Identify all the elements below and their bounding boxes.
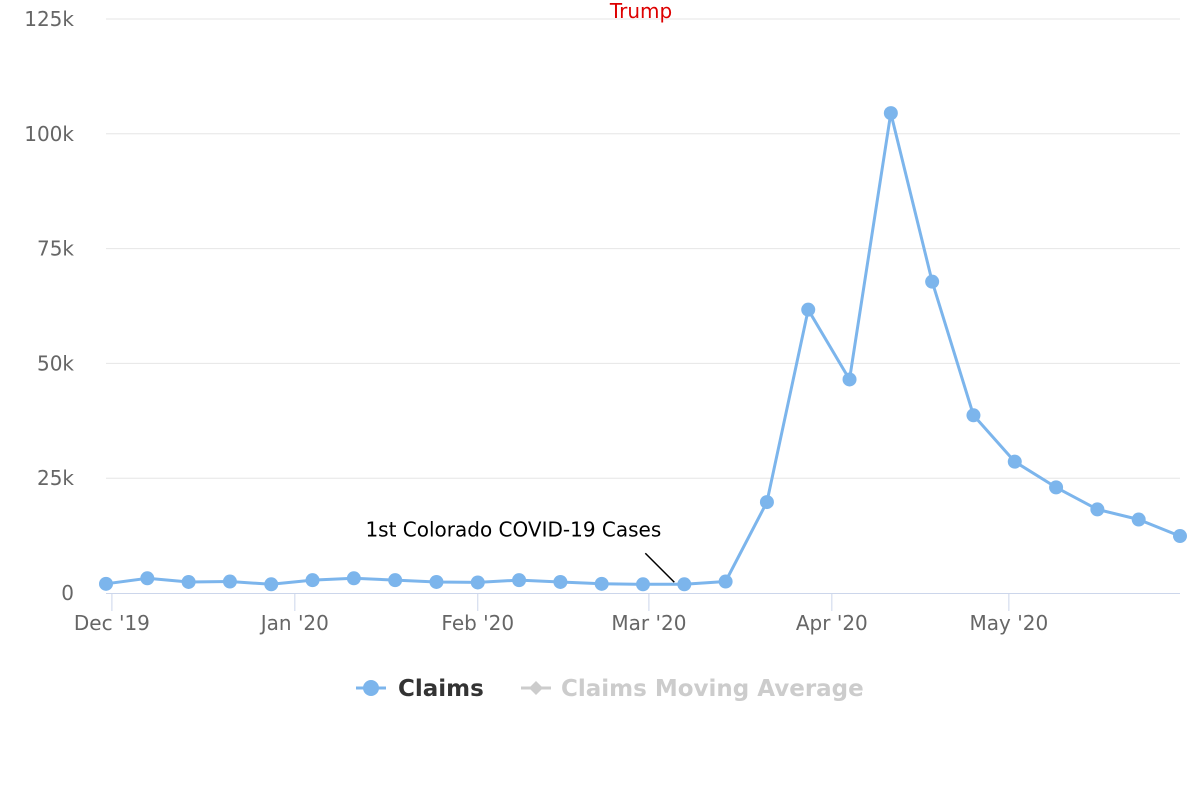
annotation-connector [644,552,675,583]
data-point[interactable] [1007,454,1022,469]
data-point[interactable] [1049,480,1064,495]
y-tick-label: 75k [37,237,74,261]
data-point[interactable] [181,574,196,589]
data-point[interactable] [99,576,113,591]
data-point[interactable] [1090,502,1105,517]
data-point[interactable] [553,574,568,589]
data-point[interactable] [718,574,733,589]
chart-title: Trump [609,0,672,23]
data-point[interactable] [594,576,609,591]
y-tick-label: 25k [37,466,74,490]
data-point[interactable] [801,302,816,317]
data-point[interactable] [388,573,403,588]
legend: Claims Claims Moving Average [356,676,864,702]
data-point[interactable] [512,573,527,588]
legend-item-claims[interactable]: Claims [356,676,484,702]
x-tick-label: Apr '20 [796,611,868,635]
legend-label: Claims [398,676,484,702]
data-point[interactable] [140,571,155,586]
data-point[interactable] [883,106,898,121]
x-tick-label: Jan '20 [259,611,329,635]
legend-circle-icon [363,680,379,696]
data-point[interactable] [346,571,361,586]
data-point[interactable] [429,574,444,589]
data-point[interactable] [1173,529,1187,544]
y-tick-label: 100k [24,122,74,146]
data-point[interactable] [305,573,320,588]
y-tick-label: 0 [61,581,74,605]
grid-layer [106,18,1180,479]
data-point[interactable] [222,574,237,589]
data-point[interactable] [925,274,940,289]
annotation-label: 1st Colorado COVID-19 Cases [365,517,661,541]
data-point[interactable] [759,495,774,510]
axis-layer: 0 25k 50k 75k 100k 125k Dec '19 Jan '20 Feb '20 M… [24,7,1180,635]
series-line-claims [104,111,1182,586]
data-point[interactable] [842,372,857,387]
y-tick-label: 125k [24,7,74,31]
legend-item-claims-moving-average[interactable]: Claims Moving Average [521,676,864,702]
x-tick-label: May '20 [970,611,1049,635]
data-point[interactable] [264,577,279,592]
x-tick-label: Mar '20 [611,611,686,635]
annotation-layer: 1st Colorado COVID-19 Cases [365,517,675,583]
data-point[interactable] [677,577,692,592]
legend-diamond-icon [529,681,543,695]
data-point[interactable] [966,408,981,423]
y-tick-label: 50k [37,351,74,375]
series-layer [99,106,1187,592]
data-point[interactable] [1131,512,1146,527]
data-point[interactable] [636,577,650,592]
legend-label: Claims Moving Average [561,676,864,702]
data-point[interactable] [470,575,485,590]
x-tick-label: Feb '20 [441,611,514,635]
x-tick-label: Dec '19 [74,611,150,635]
